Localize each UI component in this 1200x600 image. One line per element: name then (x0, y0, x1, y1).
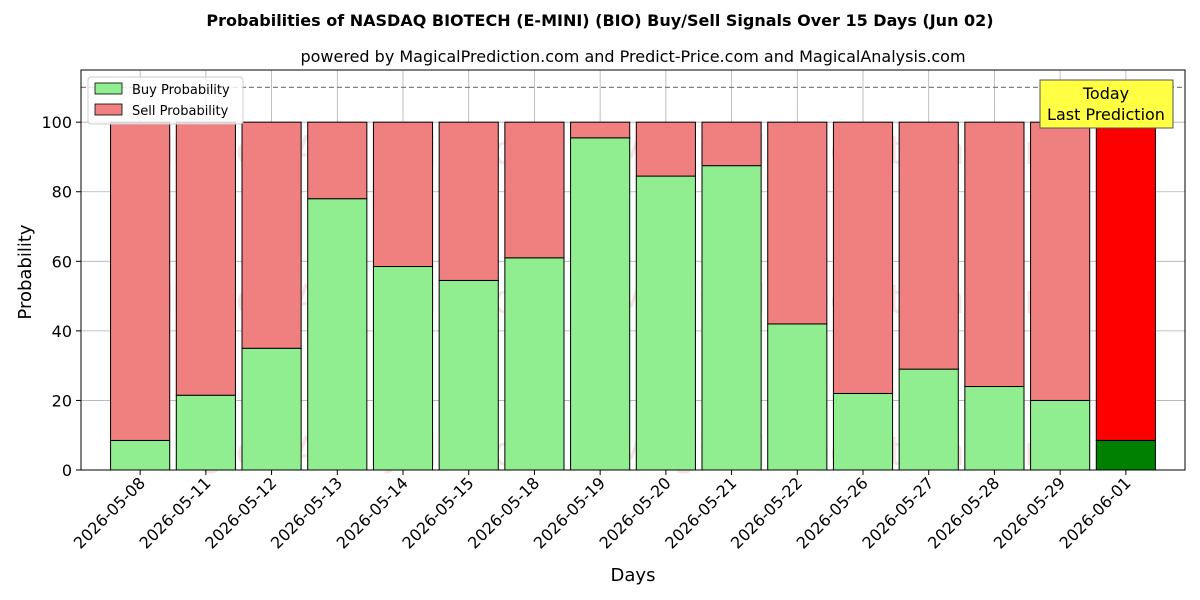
y-tick-label: 60 (52, 252, 72, 271)
buy-bar (1030, 399, 1091, 471)
buy-bar (175, 394, 236, 471)
sell-bar (898, 121, 959, 370)
buy-bar (438, 279, 499, 471)
sell-bar (767, 121, 828, 325)
sell-bar (964, 121, 1025, 388)
sell-bar (504, 121, 565, 259)
sell-bar (110, 121, 171, 441)
buy-bar (504, 257, 565, 471)
legend-frame (87, 76, 244, 125)
sell-bar (635, 121, 696, 177)
buy-bar (964, 386, 1025, 471)
sell-bar (438, 121, 499, 281)
sell-bar (241, 121, 302, 349)
today-annotation-line2: Last Prediction (1047, 105, 1165, 124)
legend: Buy Probability Sell Probability (87, 76, 244, 125)
today-annotation: Today Last Prediction (1039, 79, 1174, 129)
sell-bar (1095, 121, 1156, 441)
buy-bar (767, 323, 828, 471)
y-tick-label: 100 (41, 113, 72, 132)
sell-bar (570, 121, 631, 139)
buy-bar (307, 198, 368, 471)
buy-bar (570, 137, 631, 471)
sell-bar (307, 121, 368, 200)
y-tick-label: 0 (62, 461, 72, 480)
legend-label-sell: Sell Probability (132, 104, 229, 119)
buy-bar (372, 266, 434, 471)
x-axis-label: Days (611, 565, 656, 586)
sell-bar (175, 121, 236, 396)
legend-swatch-buy (94, 82, 123, 95)
sell-bar (832, 121, 894, 394)
buy-bar (241, 347, 302, 471)
sell-bar (1030, 121, 1091, 401)
legend-label-buy: Buy Probability (132, 83, 230, 98)
today-annotation-line1: Today (1082, 84, 1129, 103)
y-tick-label: 80 (52, 183, 72, 202)
y-tick-label: 40 (52, 322, 72, 341)
buy-bar (1095, 439, 1156, 471)
legend-swatch-sell (94, 103, 123, 116)
chart-title: Probabilities of NASDAQ BIOTECH (E-MINI)… (206, 11, 993, 30)
chart-subtitle: powered by MagicalPrediction.com and Pre… (300, 47, 965, 66)
today-annotation-box (1039, 79, 1174, 129)
sell-bar (372, 121, 434, 268)
buy-bar (110, 439, 171, 471)
sell-bar (701, 121, 762, 167)
buy-bar (832, 392, 894, 471)
y-tick-label: 20 (52, 391, 72, 410)
buy-bar (701, 165, 762, 471)
buy-bar (635, 175, 696, 471)
y-axis-label: Probability (15, 224, 36, 319)
plot-frame (80, 69, 1186, 471)
buy-bar (898, 368, 959, 471)
